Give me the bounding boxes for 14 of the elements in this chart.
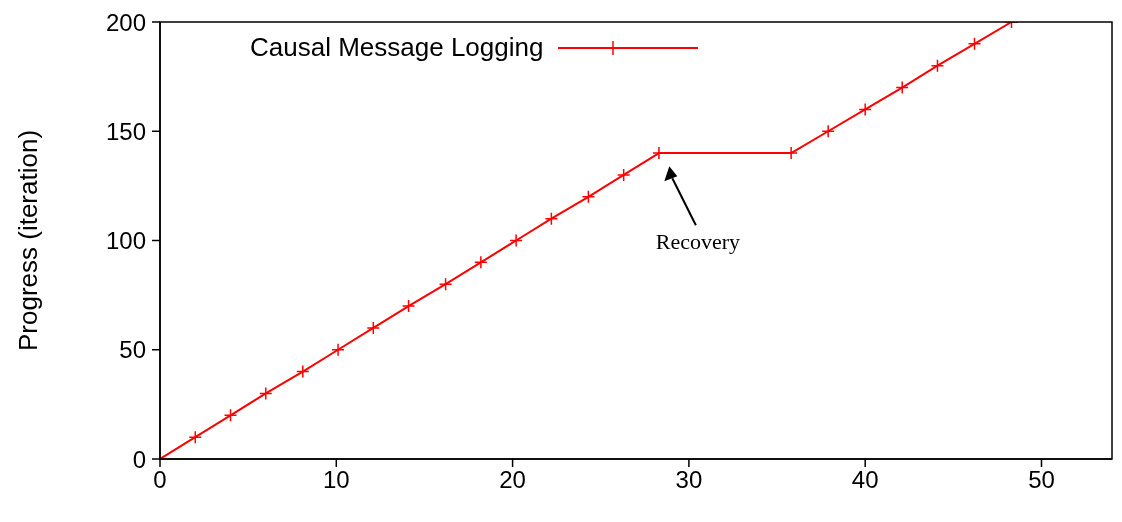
annotation: Recovery — [655, 229, 741, 255]
y-axis-title: Progress (iteration) — [13, 129, 44, 352]
text: Causal Message Logging — [250, 32, 544, 63]
x-tick-label: 10 — [322, 466, 350, 494]
x-tick-label: 20 — [499, 466, 526, 494]
x-tick-label: 0 — [153, 466, 167, 494]
x-tick-label: 50 — [1028, 466, 1055, 494]
y-tick-label: 150 — [105, 117, 146, 145]
y-tick-label: 50 — [119, 336, 146, 364]
y-tick-label: 0 — [132, 445, 146, 473]
y-tick-label: 200 — [105, 8, 146, 36]
x-tick-label: 30 — [675, 466, 703, 494]
y-tick-label: 100 — [105, 227, 146, 255]
x-tick-label: 40 — [851, 466, 879, 494]
